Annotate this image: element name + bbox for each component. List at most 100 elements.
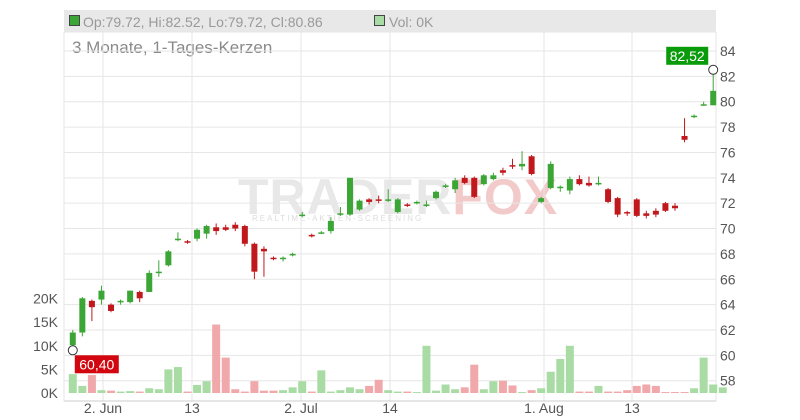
candle-body <box>499 170 506 173</box>
candle-body <box>127 290 134 303</box>
volume-bar <box>479 389 488 393</box>
volume-bar <box>584 391 593 393</box>
volume-bar <box>422 345 431 393</box>
volume-tick-label: 0K <box>41 385 59 401</box>
volume-bar <box>690 388 699 393</box>
price-tick-label: 70 <box>720 221 736 237</box>
legend-bar: Op:79.72, Hi:82.52, Lo:79.72, Cl:80.86 V… <box>64 10 716 32</box>
candle-body <box>194 229 201 239</box>
volume-bar <box>718 387 727 393</box>
candle-body <box>480 175 487 185</box>
volume-bar <box>307 391 316 393</box>
volume-bar <box>298 381 307 393</box>
volume-bar <box>432 390 441 393</box>
volume-bar <box>173 367 182 393</box>
price-tick-label: 62 <box>720 322 736 338</box>
volume-bar <box>87 375 96 393</box>
candle-body <box>528 156 535 175</box>
candle-body <box>174 238 181 241</box>
volume-bar <box>670 392 679 394</box>
volume-bar <box>460 387 469 393</box>
price-tick-label: 74 <box>720 170 736 186</box>
x-tick-label: 14 <box>382 400 398 416</box>
price-tick-label: 76 <box>720 144 736 160</box>
volume-bar <box>498 380 507 393</box>
price-tick-label: 68 <box>720 246 736 262</box>
candle-body <box>79 298 86 333</box>
volume-bar <box>575 391 584 393</box>
volume-bar <box>279 390 288 393</box>
candle-body <box>652 210 659 215</box>
volume-bar <box>97 390 106 393</box>
candle-body <box>595 182 602 185</box>
volume-bar <box>518 392 527 394</box>
volume-bar <box>374 379 383 393</box>
candle-body <box>385 199 392 201</box>
watermark-tagline: REALTIME-AKTIEN-SCREENING <box>252 214 424 223</box>
volume-bar <box>240 391 249 393</box>
candle-body <box>146 272 153 292</box>
candle-body <box>671 205 678 209</box>
candle-body <box>337 213 344 215</box>
volume-tick-label: 5K <box>41 361 59 377</box>
candle-body <box>136 291 143 299</box>
candle-body <box>452 180 459 190</box>
price-tick-label: 64 <box>720 297 736 313</box>
candle-body <box>251 243 258 272</box>
high-badge-label: 82,52 <box>670 48 705 64</box>
x-tick-label: 13 <box>624 400 640 416</box>
volume-bar <box>441 384 450 393</box>
volume-bar <box>508 385 517 393</box>
candle-body <box>643 213 650 216</box>
candle-body <box>366 199 373 202</box>
candle-body <box>213 227 220 232</box>
candle-body <box>614 198 621 215</box>
volume-bar <box>336 390 345 393</box>
volume-bar <box>632 385 641 393</box>
volume-bar <box>126 391 135 393</box>
volume-bar <box>68 374 77 393</box>
candle-body <box>423 204 430 206</box>
volume-bar <box>221 357 230 393</box>
volume-bar <box>78 385 87 393</box>
price-tick-label: 78 <box>720 119 736 135</box>
volume-bar <box>594 385 603 393</box>
volume-tick-label: 20K <box>33 291 59 307</box>
low-badge <box>74 355 119 374</box>
candle-body <box>691 115 698 118</box>
volume-bar <box>412 392 421 394</box>
candle-body <box>442 185 449 187</box>
candle-body <box>681 135 688 140</box>
candle-body <box>624 212 631 214</box>
candle-body <box>356 200 363 210</box>
price-tick-label: 80 <box>720 94 736 110</box>
price-tick-label: 82 <box>720 68 736 84</box>
volume-bar <box>250 381 259 393</box>
price-tick-label: 58 <box>720 373 736 389</box>
candle-body <box>538 198 545 202</box>
candle-body <box>98 290 105 300</box>
candle-body <box>241 226 248 244</box>
candle-body <box>222 227 229 230</box>
volume-bar <box>212 324 221 393</box>
volume-bar <box>651 385 660 393</box>
volume-bar <box>116 391 125 393</box>
candle-body <box>413 201 420 204</box>
candle-body <box>270 257 277 260</box>
candle-body <box>117 300 124 303</box>
volume-bar <box>231 389 240 393</box>
price-tick-label: 72 <box>720 195 736 211</box>
candle-body <box>710 90 717 106</box>
candle-body <box>318 232 325 234</box>
volume-bar <box>154 389 163 393</box>
price-legend-text: Op:79.72, Hi:82.52, Lo:79.72, Cl:80.86 <box>83 14 323 30</box>
volume-bar <box>135 391 144 393</box>
candle-body <box>165 251 172 266</box>
volume-bar <box>393 391 402 393</box>
price-tick-label: 66 <box>720 271 736 287</box>
candle-body <box>260 248 267 252</box>
candle-body <box>308 234 315 237</box>
x-tick-label: 1. Aug <box>524 400 564 416</box>
volume-bar <box>470 364 479 393</box>
